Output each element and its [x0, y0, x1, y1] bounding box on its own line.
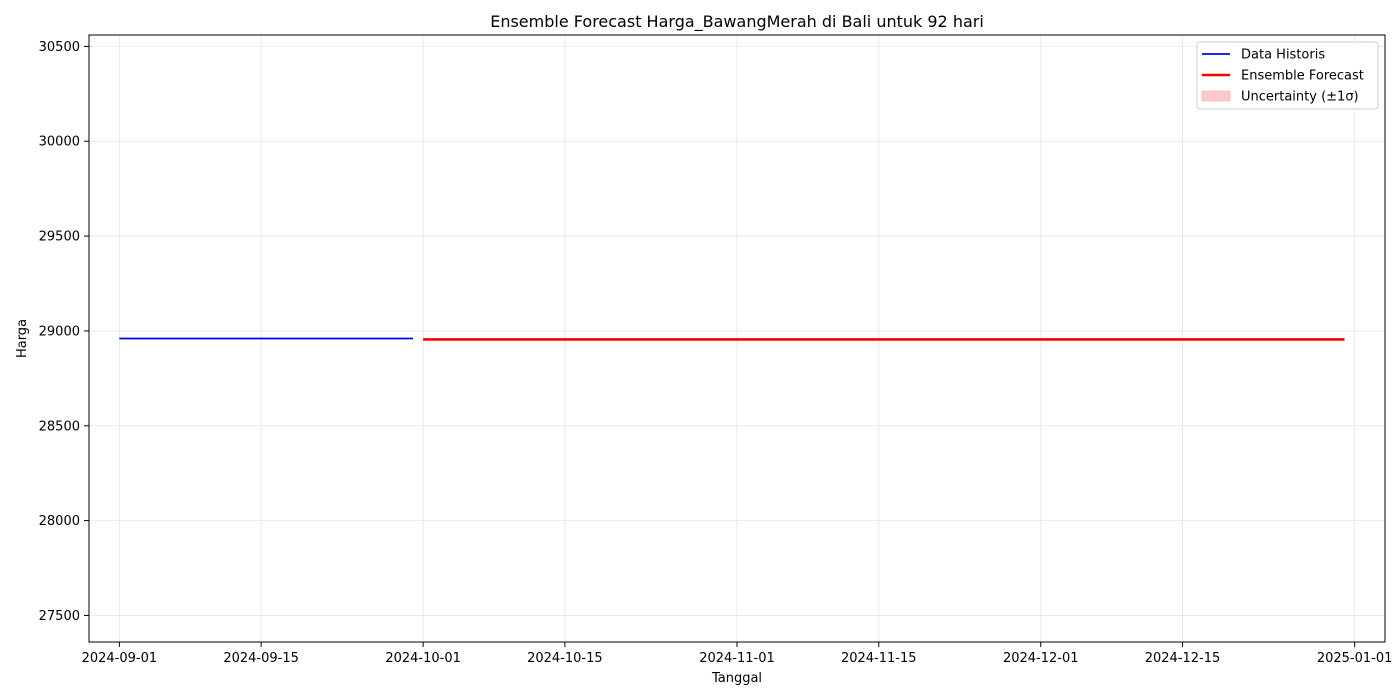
x-tick-label: 2024-09-15: [223, 651, 299, 666]
y-tick-label: 27500: [39, 609, 80, 624]
x-tick-label: 2024-09-01: [82, 651, 158, 666]
y-tick-label: 29000: [39, 324, 80, 339]
legend-label: Uncertainty (±1σ): [1241, 90, 1359, 105]
x-tick-label: 2024-11-15: [841, 651, 917, 666]
y-tick-label: 28500: [39, 419, 80, 434]
legend-label: Data Historis: [1241, 48, 1325, 63]
x-tick-label: 2024-12-15: [1145, 651, 1221, 666]
y-tick-label: 28000: [39, 514, 80, 529]
x-tick-label: 2024-12-01: [1003, 651, 1079, 666]
legend-swatch-band: [1201, 90, 1231, 102]
x-tick-label: 2024-10-01: [385, 651, 461, 666]
x-axis-label: Tanggal: [711, 671, 762, 686]
legend: Data Historis Ensemble Forecast Uncertaint…: [1196, 41, 1379, 110]
y-tick-label: 30500: [39, 40, 80, 55]
chart-title: Ensemble Forecast Harga_BawangMerah di B…: [490, 12, 984, 32]
legend-box: [1196, 41, 1379, 110]
x-tick-label: 2024-10-15: [527, 651, 603, 666]
y-tick-label: 30000: [39, 135, 80, 150]
y-tick-label: 29500: [39, 230, 80, 245]
plot-data: [119, 337, 1345, 341]
axis-ticks: 2024-09-01 2024-09-15 2024-10-01 2024-10-15…: [39, 40, 1393, 666]
y-axis-label: Harga: [15, 319, 30, 358]
x-tick-label: 2025-01-01: [1317, 651, 1393, 666]
x-tick-label: 2024-11-01: [699, 651, 775, 666]
legend-label: Ensemble Forecast: [1241, 69, 1364, 84]
